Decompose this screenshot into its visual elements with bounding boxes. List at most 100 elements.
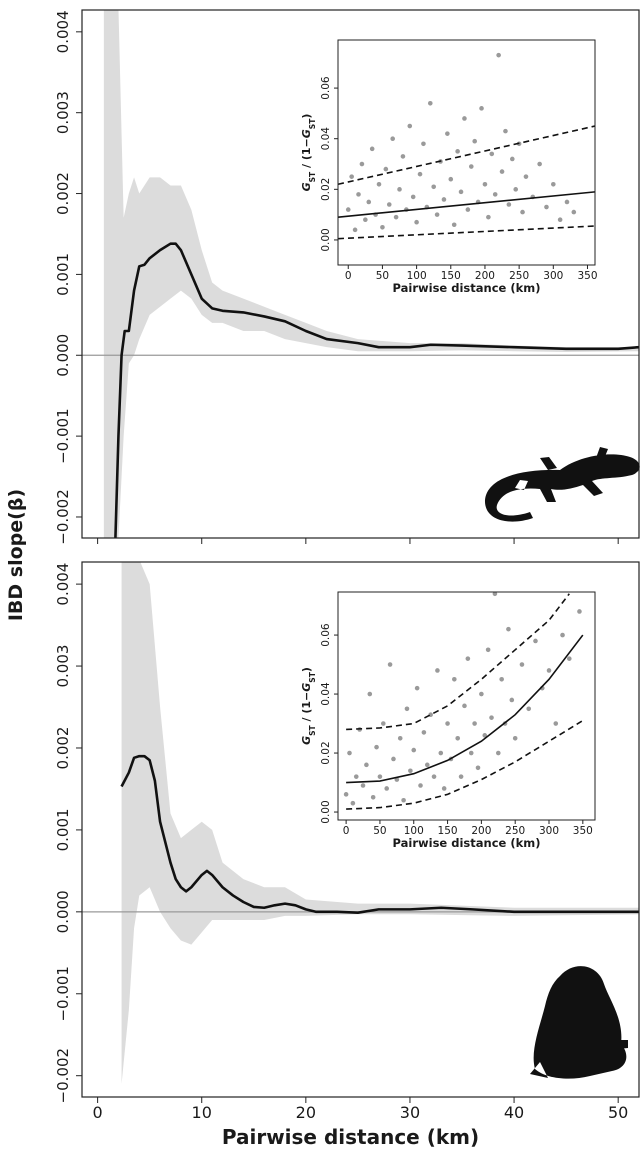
x-tick-label: 150 <box>438 825 458 837</box>
inset-background <box>338 40 595 265</box>
data-point <box>364 762 369 768</box>
data-point <box>489 715 494 720</box>
data-point <box>458 774 464 779</box>
y-tick-label: 0.000 <box>54 890 72 933</box>
data-point <box>458 189 464 195</box>
plot-frame <box>337 39 596 266</box>
x-axis-title: Pairwise distance (km) <box>393 281 541 295</box>
x-tick-label: 300 <box>543 270 563 282</box>
data-point <box>427 100 433 106</box>
frog-silhouette <box>530 966 628 1079</box>
data-point <box>462 116 467 121</box>
data-point <box>499 169 505 174</box>
data-point <box>485 647 491 653</box>
data-point <box>359 161 365 167</box>
y-axis-title-part: / (1− <box>300 692 313 726</box>
data-point <box>509 697 515 703</box>
plot-area <box>82 10 639 538</box>
data-point <box>512 735 518 741</box>
data-point <box>438 750 444 756</box>
data-point <box>367 691 373 697</box>
x-tick-label: 100 <box>404 825 424 837</box>
data-point <box>434 212 440 217</box>
y-axis-title-part: G <box>300 736 313 745</box>
salamander-silhouette <box>484 447 640 522</box>
data-point <box>421 141 426 147</box>
data-point <box>347 750 352 756</box>
data-point <box>468 750 474 756</box>
y-axis-title-part: G <box>300 683 313 692</box>
plot-area <box>338 52 595 240</box>
data-point <box>448 176 454 182</box>
data-point <box>560 632 565 638</box>
data-point <box>509 156 515 162</box>
y-tick-label: 0.00 <box>320 800 332 823</box>
y-tick-label: 0.004 <box>54 10 72 53</box>
data-point <box>414 685 420 691</box>
data-point <box>499 677 504 682</box>
data-point <box>353 774 359 779</box>
fit-line <box>338 191 595 218</box>
x-tick-label: 300 <box>539 825 559 837</box>
data-point <box>445 131 450 136</box>
data-point <box>472 138 478 144</box>
data-point <box>495 750 501 756</box>
data-point <box>513 187 519 192</box>
data-point <box>366 199 372 205</box>
y-tick-label: 0.00 <box>320 228 332 251</box>
x-tick-label: 250 <box>509 270 529 282</box>
data-point <box>451 222 457 228</box>
data-point <box>557 217 563 222</box>
x-tick-label: 0 <box>93 1103 103 1122</box>
y-axis-title-part: ST <box>308 171 317 182</box>
data-point <box>349 174 354 179</box>
data-point <box>418 783 423 788</box>
y-tick-label: 0.02 <box>320 178 332 201</box>
prediction-bound <box>346 593 570 731</box>
y-tick-label: 0.02 <box>320 741 332 764</box>
data-point <box>441 786 447 791</box>
data-point <box>462 703 467 709</box>
data-point <box>492 592 498 597</box>
data-point <box>537 161 542 167</box>
y-tick-label: 0.000 <box>54 334 72 377</box>
data-point <box>404 706 410 712</box>
y-axis-title-part: G <box>300 129 313 138</box>
data-point <box>417 171 423 177</box>
data-point <box>352 227 358 233</box>
data-point <box>424 762 430 768</box>
x-tick-label: 150 <box>441 270 461 282</box>
y-tick-label: 0.001 <box>54 253 72 296</box>
data-point <box>492 192 498 197</box>
data-point <box>577 609 582 614</box>
data-point <box>479 106 484 111</box>
x-tick-label: 50 <box>376 270 389 282</box>
y-tick-label: −0.002 <box>54 1048 72 1104</box>
data-point <box>551 181 556 187</box>
data-point <box>374 744 379 750</box>
data-point <box>381 721 386 726</box>
data-point <box>475 765 481 771</box>
data-point <box>567 656 572 661</box>
y-tick-label: −0.002 <box>54 489 72 545</box>
mean-line <box>114 242 639 538</box>
y-tick-label: 0.004 <box>54 563 72 606</box>
y-tick-label: 0.06 <box>320 623 332 647</box>
data-point <box>553 721 559 726</box>
data-point <box>482 181 488 187</box>
plot-area <box>343 592 584 810</box>
x-tick-label: 30 <box>400 1103 420 1122</box>
data-point <box>455 735 461 741</box>
data-point <box>390 136 395 142</box>
x-tick-label: 50 <box>373 825 386 837</box>
x-tick-label: 20 <box>296 1103 316 1122</box>
data-point <box>571 209 577 215</box>
y-axis-title-part: ) <box>300 114 313 119</box>
x-tick-label: 0 <box>345 270 352 282</box>
mean-line <box>120 754 639 914</box>
y-axis-title: GST / (1−GST) <box>300 114 317 192</box>
data-point <box>533 638 538 644</box>
data-point <box>546 668 552 673</box>
y-tick-label: 0.002 <box>54 727 72 770</box>
